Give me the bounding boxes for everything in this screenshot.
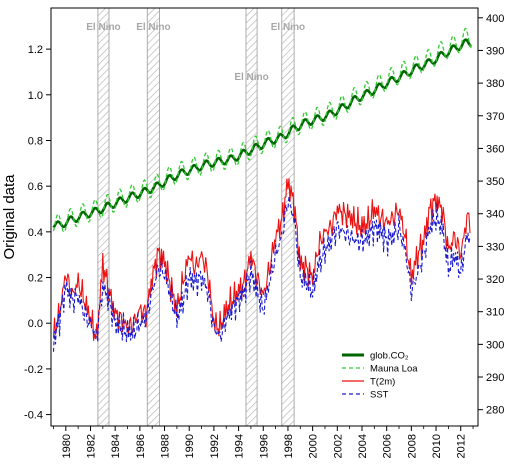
legend: glob.CO₂ Mauna Loa T(2m) SST bbox=[342, 351, 418, 401]
y-axis-label: Original data bbox=[1, 174, 18, 260]
x-tick-label: 1988 bbox=[160, 434, 172, 458]
y-tick-label: 0.4 bbox=[28, 227, 43, 239]
series-line bbox=[52, 38, 472, 229]
el-nino-label: El Nino bbox=[86, 22, 120, 33]
y2-tick-label: 310 bbox=[486, 307, 504, 319]
series-line bbox=[52, 27, 472, 233]
x-tick-label: 1982 bbox=[85, 434, 97, 458]
el-nino-label: El Nino bbox=[136, 22, 170, 33]
x-axis: 1980 1982 1984 1986 1988 1990 1992 1994 1996 1998… bbox=[53, 426, 474, 458]
series-line bbox=[52, 196, 471, 352]
y2-tick-label: 350 bbox=[486, 176, 504, 188]
y-tick-label: 0.0 bbox=[28, 318, 43, 330]
legend-label: Mauna Loa bbox=[370, 364, 418, 375]
el-nino-label: El Nino bbox=[271, 22, 305, 33]
x-tick-label: 1992 bbox=[209, 434, 221, 458]
x-tick-label: 1984 bbox=[110, 434, 122, 458]
y2-tick-label: 360 bbox=[486, 143, 504, 155]
el-nino-band bbox=[245, 7, 258, 427]
y-axis-left: -0.4 -0.2 0.0 0.2 0.4 0.6 0.8 1.0 1.2 bbox=[24, 44, 51, 422]
series-layer bbox=[52, 27, 472, 352]
y2-tick-label: 330 bbox=[486, 241, 504, 253]
y-tick-label: -0.2 bbox=[24, 364, 43, 376]
y-axis-right: 280 290 300 310 320 330 340 350 360 370 380 390 400 bbox=[478, 13, 504, 417]
y-tick-label: -0.4 bbox=[24, 410, 43, 422]
y2-tick-label: 300 bbox=[486, 339, 504, 351]
x-tick-label: 2008 bbox=[406, 434, 418, 458]
x-tick-label: 1980 bbox=[61, 434, 73, 458]
y-tick-label: 0.6 bbox=[28, 181, 43, 193]
y2-tick-label: 380 bbox=[486, 78, 504, 90]
legend-label: glob.CO₂ bbox=[370, 351, 409, 362]
legend-label: SST bbox=[370, 390, 389, 401]
y2-tick-label: 390 bbox=[486, 45, 504, 57]
y2-tick-label: 400 bbox=[486, 13, 504, 25]
x-tick-label: 1986 bbox=[135, 434, 147, 458]
x-tick-label: 2010 bbox=[431, 434, 443, 458]
y-tick-label: 1.2 bbox=[28, 44, 43, 56]
y-tick-label: 1.0 bbox=[28, 90, 43, 102]
x-tick-label: 1990 bbox=[184, 434, 196, 458]
x-tick-label: 1994 bbox=[234, 434, 246, 458]
y-tick-label: 0.2 bbox=[28, 273, 43, 285]
x-tick-label: 2002 bbox=[332, 434, 344, 458]
y-tick-label: 0.8 bbox=[28, 135, 43, 147]
y2-tick-label: 290 bbox=[486, 372, 504, 384]
el-nino-band bbox=[97, 7, 110, 427]
plot-frame bbox=[50, 7, 479, 427]
x-tick-label: 2000 bbox=[308, 434, 320, 458]
el-nino-bands: El Nino El Nino El Nino El Nino bbox=[86, 7, 305, 427]
legend-label: T(2m) bbox=[370, 377, 395, 388]
y2-tick-label: 340 bbox=[486, 209, 504, 221]
y2-tick-label: 370 bbox=[486, 111, 504, 123]
x-tick-label: 2006 bbox=[382, 434, 394, 458]
el-nino-label: El Nino bbox=[234, 72, 268, 83]
x-tick-label: 1996 bbox=[258, 434, 270, 458]
y2-tick-label: 320 bbox=[486, 274, 504, 286]
y2-tick-label: 280 bbox=[486, 405, 504, 417]
x-tick-label: 2004 bbox=[357, 434, 369, 458]
el-nino-band bbox=[146, 7, 161, 427]
x-tick-label: 2012 bbox=[456, 434, 468, 458]
x-tick-label: 1998 bbox=[283, 434, 295, 458]
